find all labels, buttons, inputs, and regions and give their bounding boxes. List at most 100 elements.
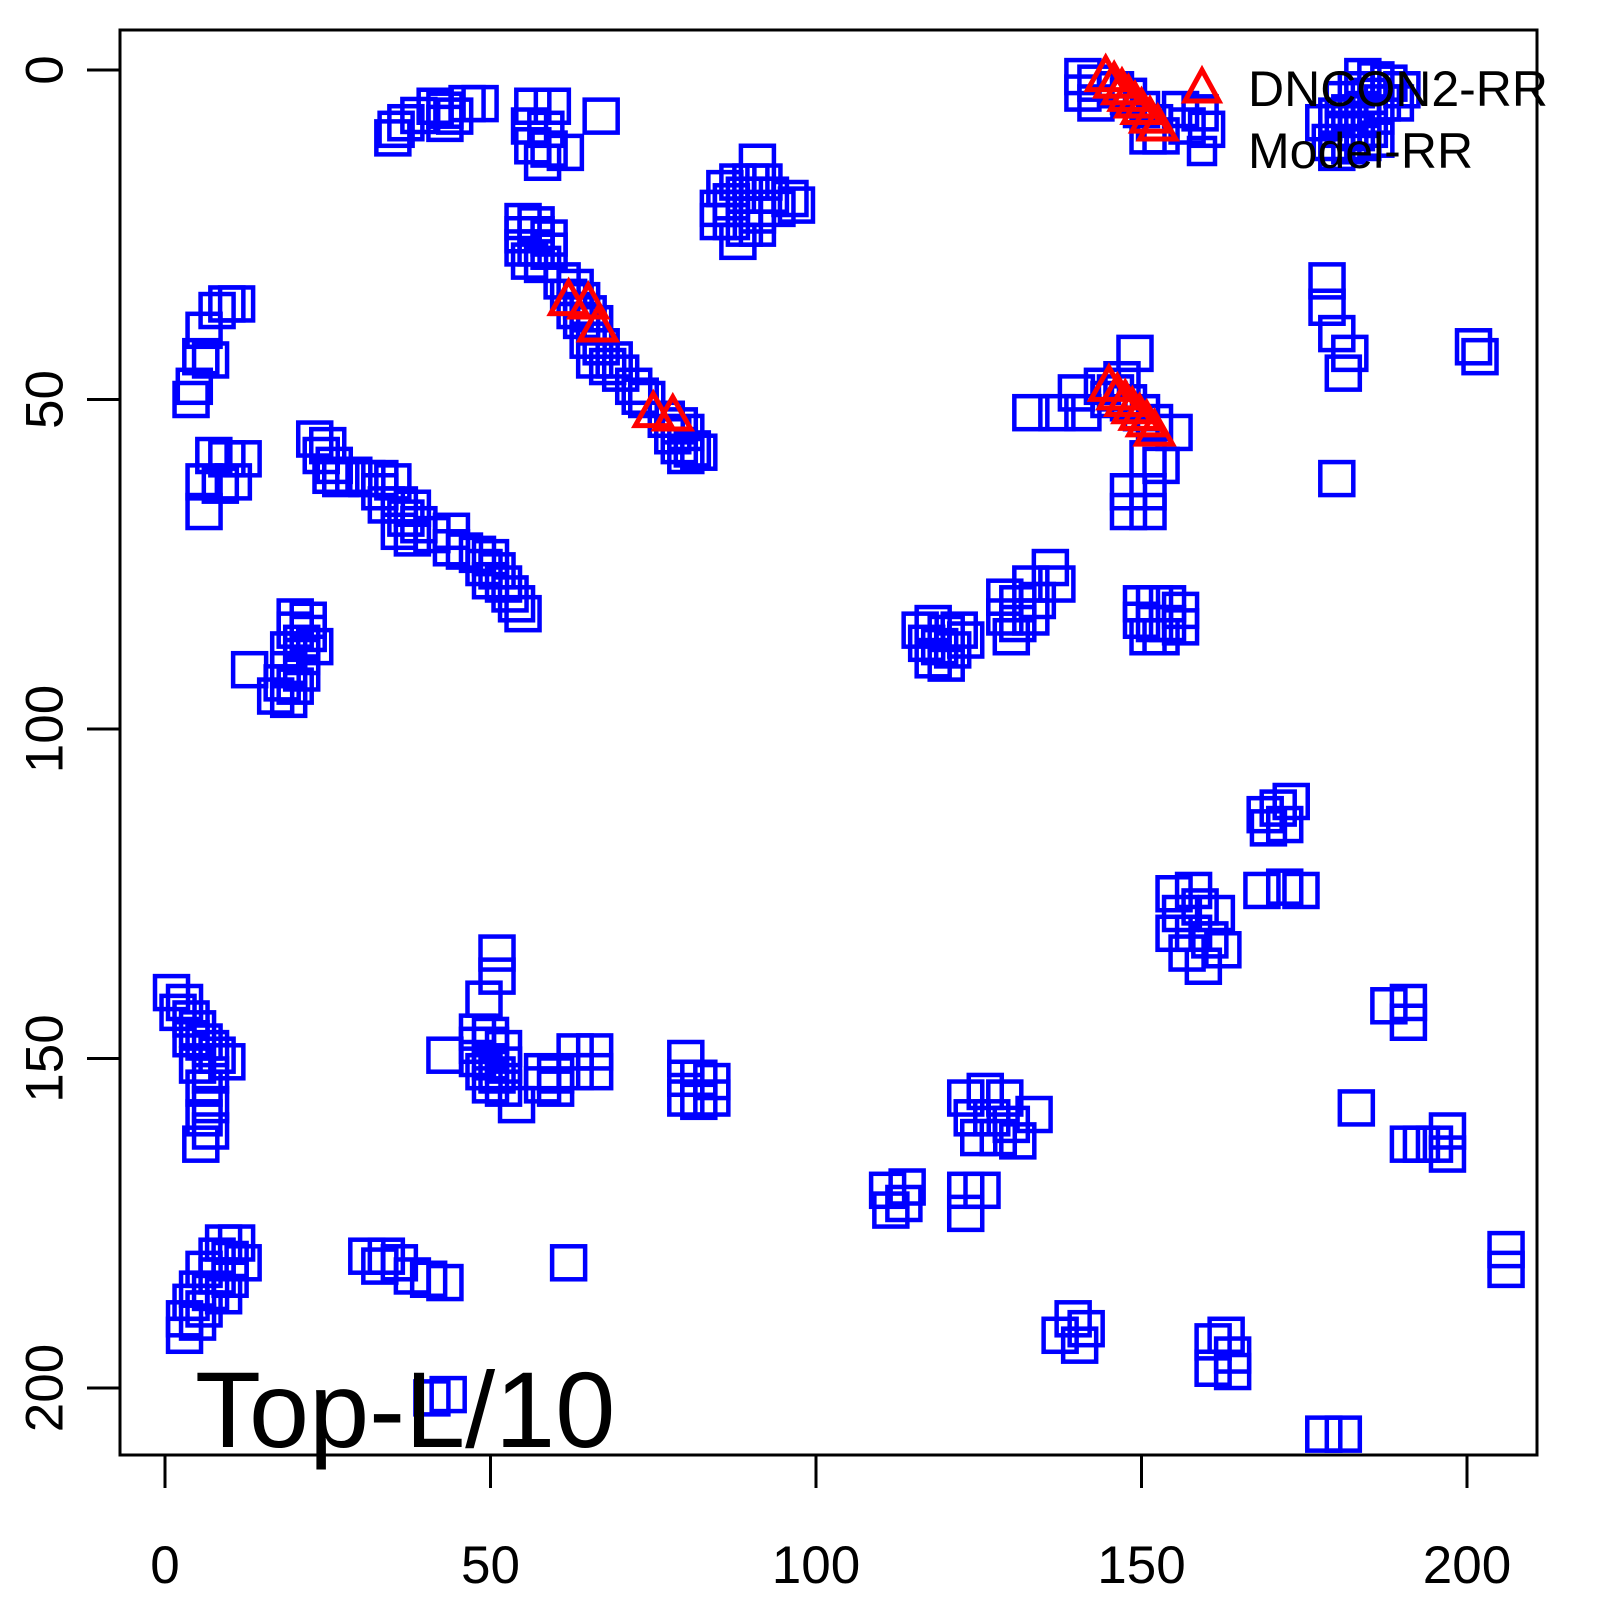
model-rr-point	[1103, 360, 1141, 399]
model-rr-point	[1191, 921, 1229, 959]
model-rr-point	[680, 1059, 718, 1098]
model-rr-point	[465, 980, 503, 1018]
dncon2-rr-point	[650, 391, 696, 432]
legend-label: DNCON2-RR	[1248, 61, 1548, 117]
model-rr-point	[614, 367, 653, 406]
legend: DNCON2-RR Model-RR	[1180, 61, 1548, 179]
model-rr-point	[185, 311, 223, 350]
model-rr-point	[582, 328, 620, 366]
model-rr-point	[374, 463, 412, 501]
dncon2-rr-point	[1086, 362, 1132, 402]
model-rr-point	[282, 654, 321, 692]
model-rr-point	[1337, 1089, 1376, 1127]
model-rr-points-layer	[152, 57, 1525, 1453]
model-rr-point	[1194, 1349, 1232, 1387]
dncon2-rr-point	[1117, 391, 1162, 431]
dncon2-rr-point	[546, 276, 591, 317]
model-rr-point	[973, 1099, 1011, 1137]
model-rr-point	[1337, 113, 1376, 152]
plot-annotation: Top-L/10	[195, 1349, 615, 1470]
model-rr-point	[719, 222, 757, 261]
model-rr-point	[478, 552, 516, 590]
model-rr-point	[514, 87, 552, 125]
legend-marker-square	[1186, 135, 1218, 167]
model-rr-point	[872, 1191, 910, 1229]
model-rr-point	[172, 1000, 210, 1038]
model-rr-point	[667, 436, 705, 475]
model-rr-point	[182, 1125, 220, 1163]
model-rr-point	[575, 341, 614, 379]
model-rr-point	[497, 585, 536, 623]
model-rr-point	[1428, 1135, 1467, 1173]
model-rr-point	[185, 1290, 223, 1328]
model-rr-point	[999, 604, 1037, 643]
dncon2-rr-point	[1110, 384, 1155, 425]
model-rr-point	[738, 209, 777, 247]
model-rr-point	[680, 1082, 718, 1121]
model-rr-point	[510, 242, 549, 280]
model-rr-point	[1318, 459, 1356, 498]
dncon2-rr-point	[630, 388, 676, 429]
model-rr-point	[1331, 334, 1369, 373]
model-rr-point	[523, 143, 562, 182]
model-rr-point	[575, 1052, 614, 1091]
model-rr-point	[667, 1079, 705, 1117]
model-rr-point	[1344, 123, 1382, 162]
model-rr-point	[1161, 894, 1200, 933]
y-tick-label: 100	[16, 685, 75, 773]
model-rr-point	[178, 1046, 217, 1084]
model-rr-point	[172, 380, 210, 419]
model-rr-point	[979, 1118, 1018, 1157]
model-rr-point	[426, 1263, 464, 1302]
model-rr-point	[182, 337, 220, 376]
dncon2-rr-point	[1102, 377, 1148, 417]
y-tick-label: 0	[16, 55, 75, 84]
model-rr-point	[484, 1046, 523, 1084]
model-rr-point	[1282, 871, 1320, 910]
model-rr-point	[1243, 871, 1281, 910]
model-rr-point	[461, 84, 499, 123]
model-rr-point	[556, 1033, 594, 1071]
dncon2-rr-point	[1135, 101, 1181, 142]
model-rr-point	[966, 1072, 1005, 1111]
model-rr-point	[986, 578, 1024, 616]
model-rr-point	[1324, 1415, 1363, 1453]
model-rr-point	[367, 1237, 406, 1275]
model-rr-point	[777, 186, 816, 224]
model-rr-point	[256, 677, 295, 715]
model-rr-point	[1305, 1415, 1343, 1453]
model-rr-point	[1012, 598, 1050, 636]
model-rr-point	[322, 459, 360, 498]
model-rr-point	[178, 1303, 217, 1341]
model-rr-point	[1187, 110, 1226, 149]
dncon2-rr-points-layer	[546, 52, 1181, 447]
model-rr-point	[471, 1043, 510, 1081]
model-rr-point	[1324, 354, 1363, 392]
x-tick-label: 150	[1097, 1536, 1185, 1595]
model-rr-point	[1012, 393, 1050, 432]
model-rr-point	[530, 232, 568, 270]
model-rr-point	[673, 430, 712, 468]
model-rr-point	[1197, 894, 1236, 933]
model-rr-point	[295, 627, 334, 666]
model-rr-point	[986, 598, 1024, 636]
model-rr-point	[191, 1112, 230, 1150]
x-tick-label: 100	[772, 1536, 860, 1595]
model-rr-point	[484, 565, 523, 603]
model-rr-point	[1038, 393, 1076, 432]
model-rr-point	[478, 1056, 516, 1094]
model-rr-point	[302, 436, 340, 475]
model-rr-point	[185, 1099, 223, 1137]
model-rr-point	[1265, 805, 1304, 844]
model-rr-point	[556, 1052, 594, 1091]
model-rr-point	[546, 133, 585, 172]
model-rr-point	[1129, 492, 1167, 531]
model-rr-point	[1415, 1125, 1454, 1163]
model-rr-point	[1454, 328, 1493, 366]
model-rr-point	[224, 440, 262, 478]
model-rr-point	[1213, 1352, 1252, 1391]
model-rr-point	[1428, 1112, 1467, 1150]
model-rr-point	[348, 1237, 386, 1275]
model-rr-point	[1357, 120, 1395, 158]
